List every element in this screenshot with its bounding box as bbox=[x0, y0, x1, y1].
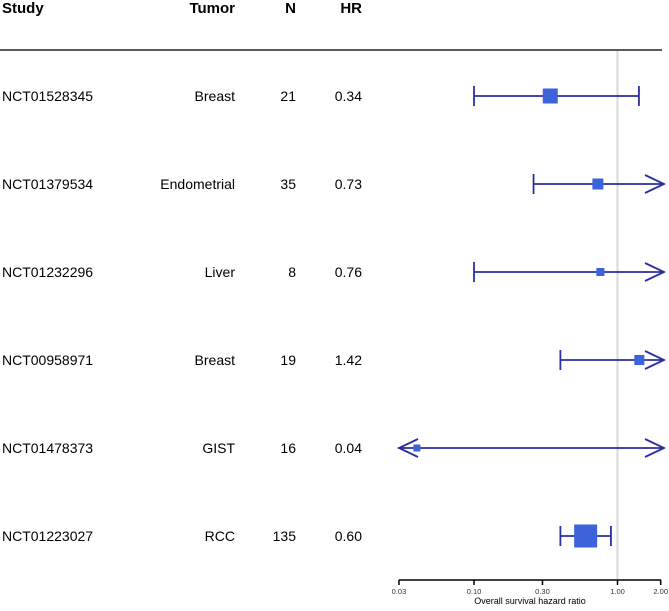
sample-size: 35 bbox=[280, 176, 296, 192]
ci-arrow-right bbox=[644, 350, 667, 370]
study-id: NCT01232296 bbox=[2, 264, 94, 280]
hazard-ratio: 0.76 bbox=[334, 264, 362, 280]
estimate-marker bbox=[596, 268, 605, 276]
sample-size: 21 bbox=[280, 88, 296, 104]
tumor-type: GIST bbox=[202, 440, 235, 456]
x-tick-label: 1.00 bbox=[610, 587, 625, 596]
estimate-marker bbox=[634, 355, 645, 365]
ci-arrow-right bbox=[644, 262, 667, 282]
ci-arrow-right bbox=[644, 174, 667, 194]
x-tick-label: 0.03 bbox=[392, 587, 407, 596]
column-header-n: N bbox=[285, 0, 296, 17]
estimate-marker bbox=[542, 88, 558, 104]
estimate-marker bbox=[592, 178, 604, 190]
sample-size: 8 bbox=[288, 264, 296, 280]
study-id: NCT00958971 bbox=[2, 352, 94, 368]
sample-size: 19 bbox=[280, 352, 296, 368]
tumor-type: Endometrial bbox=[160, 176, 235, 192]
study-id: NCT01478373 bbox=[2, 440, 94, 456]
hazard-ratio: 0.60 bbox=[334, 528, 362, 544]
estimate-marker bbox=[413, 444, 421, 452]
ci-arrow-left bbox=[396, 438, 419, 458]
tumor-type: Breast bbox=[194, 88, 235, 104]
hazard-ratio: 0.04 bbox=[334, 440, 362, 456]
x-tick-label: 2.00 bbox=[653, 587, 668, 596]
study-id: NCT01379534 bbox=[2, 176, 94, 192]
tumor-type: Liver bbox=[204, 264, 235, 280]
study-id: NCT01223027 bbox=[2, 528, 94, 544]
hazard-ratio: 1.42 bbox=[334, 352, 362, 368]
column-header-study: Study bbox=[2, 0, 44, 17]
study-id: NCT01528345 bbox=[2, 88, 94, 104]
sample-size: 135 bbox=[272, 528, 296, 544]
x-tick-label: 0.30 bbox=[535, 587, 550, 596]
tumor-type: Breast bbox=[194, 352, 235, 368]
hazard-ratio: 0.73 bbox=[334, 176, 362, 192]
column-header-hr: HR bbox=[340, 0, 362, 17]
x-tick-label: 0.10 bbox=[467, 587, 482, 596]
column-header-tumor: Tumor bbox=[189, 0, 235, 17]
hazard-ratio: 0.34 bbox=[334, 88, 362, 104]
x-axis-title: Overall survival hazard ratio bbox=[474, 596, 586, 606]
tumor-type: RCC bbox=[204, 528, 235, 544]
sample-size: 16 bbox=[280, 440, 296, 456]
ci-arrow-right bbox=[644, 438, 667, 458]
estimate-marker bbox=[574, 524, 598, 548]
